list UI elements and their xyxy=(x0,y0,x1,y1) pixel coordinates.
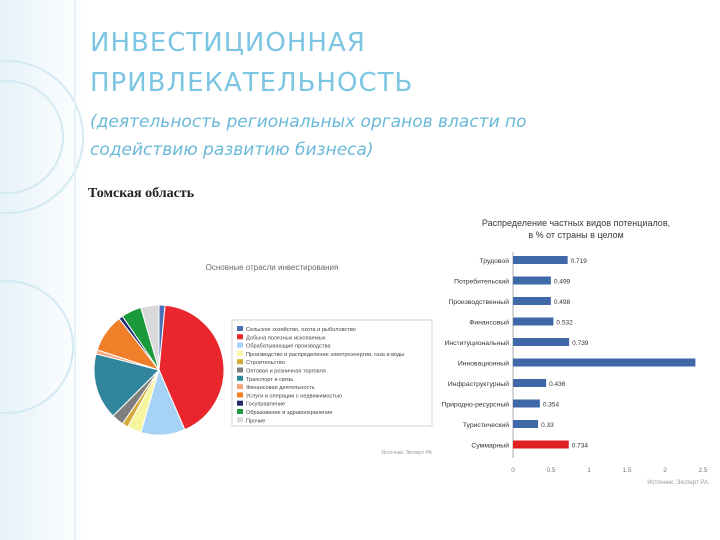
x-tick-label: 0 xyxy=(511,467,515,474)
legend-label: Строительство xyxy=(246,360,285,366)
bar xyxy=(513,379,547,387)
bar xyxy=(513,420,539,428)
data-label: 0.734 xyxy=(572,443,589,450)
x-tick-label: 1.5 xyxy=(622,467,631,474)
page-subtitle-line-2: содействию развитию бизнеса) xyxy=(90,140,374,160)
x-tick-label: 0.5 xyxy=(546,467,555,474)
decorative-rule xyxy=(74,0,76,540)
legend-swatch xyxy=(237,400,243,406)
decorative-left-band xyxy=(0,0,90,540)
bar-chart: Распределение частных видов потенциалов,… xyxy=(441,218,708,486)
x-tick-label: 2 xyxy=(663,467,667,474)
bar-chart-title-line-2: в % от страны в целом xyxy=(528,230,623,240)
legend-swatch xyxy=(237,417,243,423)
legend-swatch xyxy=(237,326,243,331)
bar-chart-source: Источник: Эксперт РА xyxy=(647,480,708,486)
data-label: 0.532 xyxy=(556,320,573,327)
page-subtitle-line-1: (деятельность региональных органов власт… xyxy=(90,112,527,132)
bar xyxy=(513,297,551,305)
bar xyxy=(513,399,540,408)
category-label: Инфраструктурный xyxy=(448,380,509,388)
pie-slice xyxy=(158,304,225,431)
bar-chart-title-line-1: Распределение частных видов потенциалов, xyxy=(482,218,670,228)
legend-label: Производство и распределение электроэнер… xyxy=(246,352,404,358)
bar xyxy=(513,276,551,285)
legend-swatch xyxy=(237,342,243,348)
legend-swatch xyxy=(237,334,243,340)
page-title-line-1: ИНВЕСТИЦИОННАЯ xyxy=(90,28,366,58)
bar xyxy=(513,358,696,367)
data-label: 0.354 xyxy=(543,402,560,409)
bar-chart-panel: Распределение частных видов потенциалов,… xyxy=(440,210,712,490)
pie-chart-title: Основные отрасли инвестирования xyxy=(206,263,339,272)
pie-slice xyxy=(93,353,160,417)
legend-label: Транспорт и связь xyxy=(246,377,293,383)
legend-label: Образование и здравоохранение xyxy=(246,410,332,416)
data-label: 0.33 xyxy=(541,422,554,429)
legend-swatch xyxy=(237,350,243,356)
legend-label: Госуправление xyxy=(246,402,285,408)
x-tick-label: 1 xyxy=(587,467,591,474)
legend-label: Добыча полезных ископаемых xyxy=(246,335,326,341)
legend-swatch xyxy=(237,409,243,414)
legend-label: Финансовая деятельность xyxy=(246,385,315,391)
legend-swatch xyxy=(237,384,243,390)
data-label: 0.436 xyxy=(549,381,566,388)
pie-slice xyxy=(140,304,160,371)
data-label: 0.739 xyxy=(572,340,589,347)
category-label: Потребительский xyxy=(454,278,509,286)
data-label: 0.719 xyxy=(571,258,588,265)
category-label: Инновационный xyxy=(458,360,509,368)
bar xyxy=(513,256,568,264)
legend-label: Сельское хозяйство, охота и рыболовство xyxy=(246,326,356,333)
category-label: Институциональный xyxy=(445,339,510,347)
page-title-line-2: ПРИВЛЕКАТЕЛЬНОСТЬ xyxy=(90,68,414,98)
category-label: Производственный xyxy=(448,298,509,306)
pie-chart-panel: Основные отрасли инвестирования Сельское… xyxy=(86,254,438,462)
category-label: Трудовой xyxy=(479,257,509,265)
legend-swatch xyxy=(237,367,243,373)
category-label: Суммарный xyxy=(471,442,509,450)
bar xyxy=(513,338,570,346)
legend-label: Услуги и операции с недвижимостью xyxy=(246,393,342,399)
bar xyxy=(513,440,569,449)
pie-chart-source: Источник: Эксперт РА xyxy=(381,450,432,456)
legend-swatch xyxy=(237,359,243,365)
legend-label: Оптовая и розничная торговля xyxy=(246,369,326,375)
data-label: 0.499 xyxy=(554,279,571,286)
region-label: Томская область xyxy=(88,186,195,201)
category-label: Природно-ресурсный xyxy=(441,401,509,409)
pie-legend-box xyxy=(231,319,433,427)
category-label: Финансовый xyxy=(469,319,509,327)
category-label: Туристический xyxy=(463,421,509,429)
legend-label: Обрабатывающие производства xyxy=(246,344,331,350)
pie-chart: Основные отрасли инвестирования Сельское… xyxy=(93,263,433,456)
legend-swatch xyxy=(237,392,243,398)
legend-label: Прочие xyxy=(246,418,265,424)
data-label: 0.498 xyxy=(554,299,571,306)
legend-swatch xyxy=(237,375,243,381)
x-tick-label: 2.5 xyxy=(698,467,707,474)
bar xyxy=(513,317,554,326)
